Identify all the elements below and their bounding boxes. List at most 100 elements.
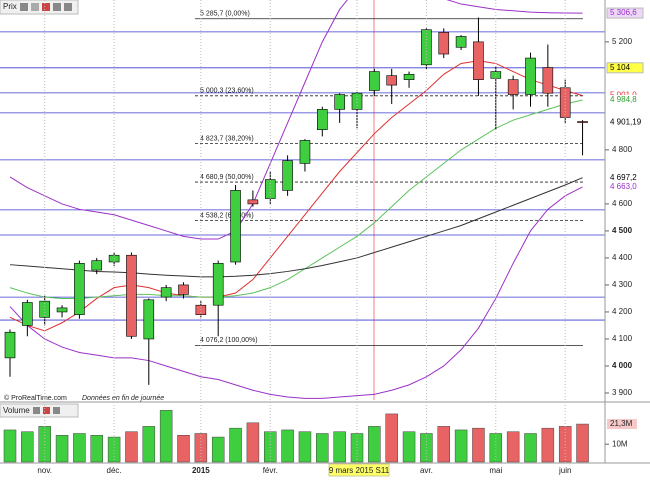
volume-bar bbox=[177, 435, 190, 463]
price-badge-label: 5 306,6 bbox=[610, 8, 637, 17]
candle-body bbox=[507, 79, 519, 95]
tool-icon[interactable] bbox=[64, 3, 72, 11]
candle-body bbox=[473, 41, 484, 80]
y-tick-label: 4 100 bbox=[612, 334, 633, 343]
tool-icon[interactable] bbox=[31, 3, 39, 11]
y-tick-label: 4 400 bbox=[612, 253, 633, 262]
candle-body bbox=[143, 299, 155, 340]
y-tick-label: 4 300 bbox=[612, 280, 633, 289]
price-badge-label: 4 984,8 bbox=[610, 95, 637, 104]
x-tick-label: juin bbox=[558, 466, 571, 475]
candle-body bbox=[316, 109, 328, 130]
close-icon[interactable] bbox=[43, 407, 50, 414]
fib-label: 4 538,2 (61,80%) bbox=[200, 212, 254, 219]
volume-bar bbox=[472, 427, 485, 463]
volume-bar bbox=[229, 427, 242, 463]
candle-body bbox=[438, 32, 450, 55]
candle-body bbox=[230, 190, 241, 263]
candle-body bbox=[334, 94, 345, 110]
candle-body bbox=[4, 331, 16, 359]
axes: nov. déc. 2015 févr. 9 mars 2015 S11 avr. mai j… bbox=[37, 7, 644, 477]
volume-bar bbox=[437, 426, 450, 463]
indicator-line bbox=[9, 0, 583, 240]
volume-bar bbox=[298, 431, 312, 463]
candle-body bbox=[455, 36, 467, 48]
volume-bar bbox=[316, 433, 329, 463]
tool-icon[interactable] bbox=[53, 407, 60, 414]
volume-bar bbox=[125, 431, 138, 463]
candle-body bbox=[386, 75, 398, 86]
tool-icon[interactable] bbox=[20, 3, 28, 11]
price-badge-label: 4 663,0 bbox=[610, 182, 637, 191]
indicator-line bbox=[9, 177, 583, 278]
x-tick-label: déc. bbox=[107, 466, 122, 475]
volume-bar bbox=[159, 410, 173, 463]
candle-body bbox=[160, 287, 172, 298]
candle-body bbox=[369, 71, 380, 91]
volume-bar bbox=[211, 436, 225, 463]
candle-body bbox=[22, 302, 33, 326]
price-badge bbox=[606, 62, 644, 74]
cursor-label-bg bbox=[328, 463, 390, 477]
price-title: Prix bbox=[3, 2, 17, 11]
y-tick-label: 4 500 bbox=[612, 226, 633, 235]
candle-body bbox=[525, 57, 536, 95]
tool-icon[interactable] bbox=[53, 3, 61, 11]
volume-bar bbox=[73, 433, 86, 463]
candle-body bbox=[282, 160, 293, 191]
y-tick-label: 5 200 bbox=[612, 37, 633, 46]
candle-body bbox=[74, 263, 85, 315]
candle-body bbox=[542, 67, 554, 94]
y-tick-label: 3 900 bbox=[612, 388, 633, 397]
x-tick-label: mai bbox=[489, 466, 502, 475]
footnote: © ProRealTime.com bbox=[4, 394, 67, 402]
price-badge bbox=[607, 117, 643, 128]
x-tick-label: 2015 bbox=[192, 466, 210, 475]
x-tick-label: avr. bbox=[420, 466, 433, 475]
volume-bar bbox=[3, 429, 17, 463]
close-icon[interactable] bbox=[42, 3, 50, 11]
volume-bar bbox=[142, 426, 156, 463]
volume-bar bbox=[385, 413, 398, 463]
candle-body bbox=[91, 260, 103, 271]
volume-bar bbox=[333, 431, 346, 463]
price-badge bbox=[607, 172, 643, 183]
price-badge-label: 4 697,2 bbox=[610, 173, 637, 182]
volume-bar bbox=[368, 426, 381, 463]
volume-bar bbox=[55, 435, 69, 463]
tool-icon[interactable] bbox=[33, 407, 40, 414]
x-tick-label: nov. bbox=[37, 466, 52, 475]
y-tick-label: 4 200 bbox=[612, 307, 633, 316]
volume-bar bbox=[246, 422, 260, 463]
x-tick-label: 9 mars 2015 S11 bbox=[329, 466, 390, 475]
x-tick-label: févr. bbox=[263, 466, 278, 475]
volume-bar bbox=[506, 431, 520, 463]
price-badge bbox=[607, 94, 643, 105]
indicator-line bbox=[9, 99, 583, 299]
volume-bar bbox=[90, 435, 103, 463]
volume-bar bbox=[541, 427, 555, 463]
volume-panel bbox=[3, 410, 589, 463]
volume-badge-label: 21,3M bbox=[610, 419, 633, 428]
y-tick-label: 4 800 bbox=[612, 145, 633, 154]
candle-body bbox=[421, 29, 432, 66]
fib-label: 4 680,9 (50,00%) bbox=[200, 174, 254, 181]
candle-body bbox=[299, 140, 311, 164]
volume-bar bbox=[107, 436, 121, 463]
candle-body bbox=[212, 263, 224, 306]
indicator-line bbox=[9, 186, 583, 399]
candle-body bbox=[126, 254, 137, 337]
price-badge bbox=[606, 7, 644, 19]
candle-body bbox=[403, 73, 415, 80]
volume-bar bbox=[402, 431, 416, 463]
candle-body bbox=[577, 121, 588, 123]
price-badge-label: 4 901,19 bbox=[610, 118, 642, 127]
price-badge-label: 5 104 bbox=[610, 63, 631, 72]
y-tick-label: 4 000 bbox=[612, 361, 633, 370]
indicator-line bbox=[9, 60, 583, 332]
footnote-2: Données en fin de journée bbox=[82, 395, 164, 402]
y-tick-label: 4 600 bbox=[612, 199, 633, 208]
volume-tick-label: 10M bbox=[612, 439, 628, 448]
volume-bar bbox=[576, 423, 589, 463]
